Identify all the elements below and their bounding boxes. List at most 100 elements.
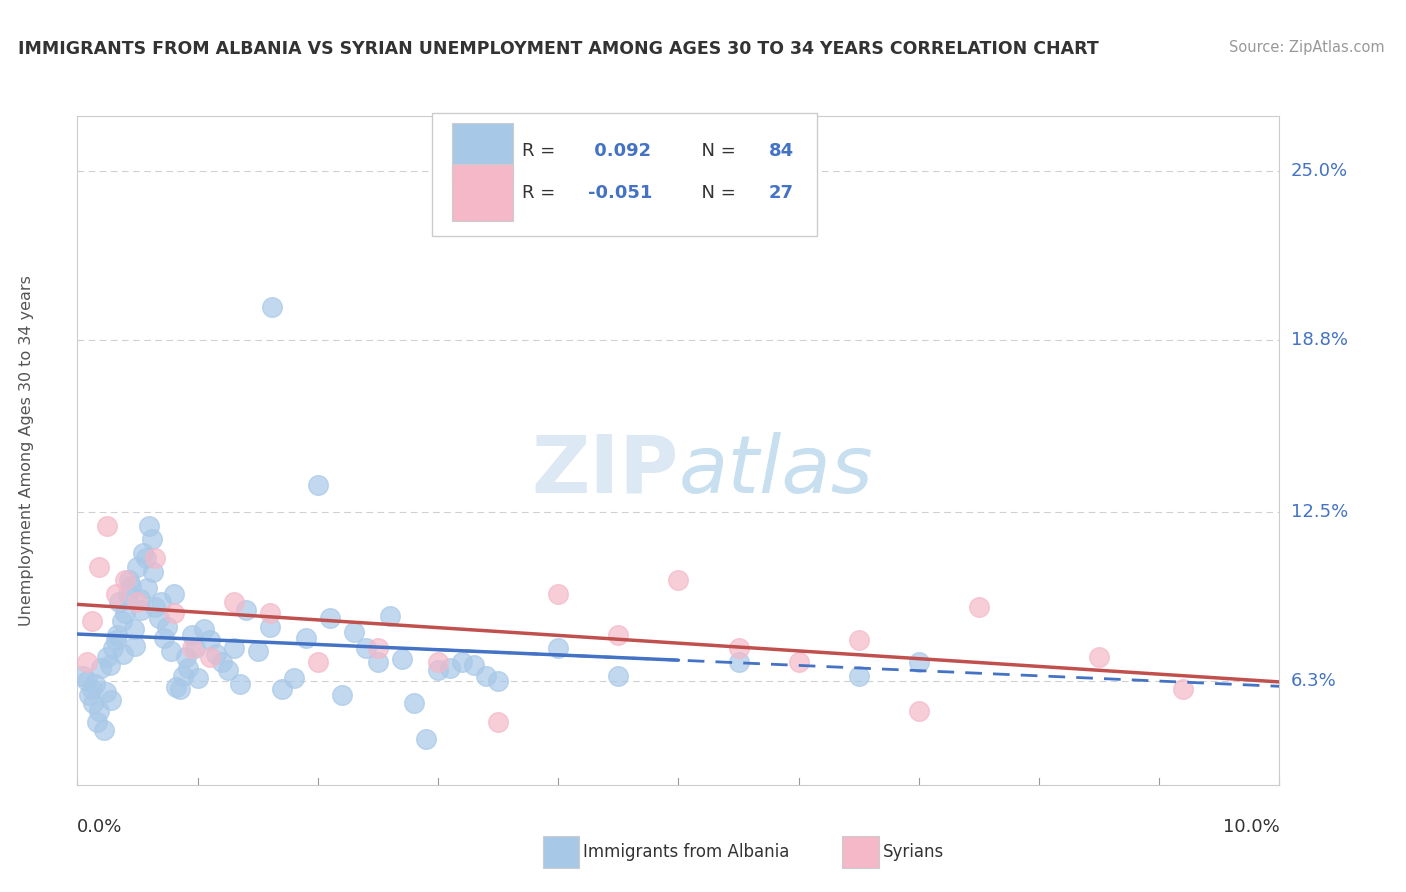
Text: 0.092: 0.092 bbox=[588, 142, 651, 160]
Point bbox=[1088, 649, 1111, 664]
Point bbox=[787, 655, 810, 669]
Point bbox=[486, 674, 509, 689]
Point bbox=[135, 551, 157, 566]
Point bbox=[76, 655, 98, 669]
Point bbox=[486, 715, 509, 730]
Point bbox=[270, 682, 292, 697]
Point bbox=[111, 614, 134, 628]
Point bbox=[391, 652, 413, 666]
Point bbox=[174, 649, 197, 664]
Point bbox=[148, 611, 170, 625]
Point bbox=[103, 641, 125, 656]
Text: -0.051: -0.051 bbox=[588, 184, 652, 202]
Point bbox=[367, 655, 389, 669]
Point bbox=[222, 595, 245, 609]
Point bbox=[96, 685, 118, 699]
FancyBboxPatch shape bbox=[453, 123, 513, 179]
Point bbox=[165, 680, 187, 694]
Point bbox=[475, 669, 498, 683]
Point bbox=[727, 641, 749, 656]
Point bbox=[547, 587, 569, 601]
Point bbox=[84, 677, 107, 691]
Point bbox=[141, 532, 163, 546]
Text: 6.3%: 6.3% bbox=[1291, 673, 1336, 690]
Point bbox=[184, 641, 207, 656]
Text: R =: R = bbox=[522, 142, 561, 160]
Point bbox=[145, 551, 167, 566]
Text: ZIP: ZIP bbox=[531, 432, 679, 509]
Point bbox=[129, 603, 152, 617]
Point bbox=[204, 647, 226, 661]
Point bbox=[848, 669, 870, 683]
Point bbox=[177, 660, 200, 674]
Point bbox=[162, 606, 184, 620]
Point bbox=[105, 628, 128, 642]
Text: N =: N = bbox=[690, 142, 742, 160]
Point bbox=[259, 619, 281, 633]
Text: Syrians: Syrians bbox=[883, 843, 945, 861]
Point bbox=[80, 682, 103, 697]
Point bbox=[343, 625, 366, 640]
Point bbox=[378, 608, 401, 623]
Text: 0.0%: 0.0% bbox=[77, 818, 122, 836]
Point bbox=[72, 669, 94, 683]
Point bbox=[98, 657, 121, 672]
Point bbox=[145, 600, 167, 615]
Point bbox=[169, 682, 191, 697]
Point bbox=[128, 592, 150, 607]
Point bbox=[402, 696, 425, 710]
Point bbox=[186, 672, 209, 686]
Point bbox=[82, 696, 104, 710]
Text: atlas: atlas bbox=[679, 432, 873, 509]
Point bbox=[118, 573, 141, 587]
Point bbox=[136, 582, 159, 596]
Point bbox=[172, 669, 194, 683]
Point bbox=[93, 723, 115, 738]
Point bbox=[427, 663, 450, 677]
Point bbox=[120, 579, 142, 593]
Point bbox=[153, 631, 176, 645]
Point bbox=[100, 693, 122, 707]
Point bbox=[96, 649, 118, 664]
Text: 25.0%: 25.0% bbox=[1291, 161, 1348, 179]
Point bbox=[156, 619, 179, 633]
Point bbox=[142, 565, 165, 579]
Point bbox=[354, 641, 377, 656]
Point bbox=[1173, 682, 1195, 697]
Point bbox=[908, 655, 931, 669]
Point bbox=[307, 477, 329, 491]
Point bbox=[222, 641, 245, 656]
Point bbox=[451, 655, 474, 669]
Point bbox=[427, 655, 450, 669]
Point bbox=[180, 628, 202, 642]
Point bbox=[319, 611, 342, 625]
Point bbox=[727, 655, 749, 669]
Text: R =: R = bbox=[522, 184, 561, 202]
Point bbox=[114, 606, 136, 620]
Point bbox=[162, 587, 184, 601]
Point bbox=[86, 715, 108, 730]
Point bbox=[198, 633, 221, 648]
Point bbox=[668, 573, 690, 587]
Point bbox=[439, 660, 461, 674]
Point bbox=[848, 633, 870, 648]
Point bbox=[283, 672, 305, 686]
Point bbox=[108, 595, 131, 609]
Point bbox=[160, 644, 183, 658]
Text: IMMIGRANTS FROM ALBANIA VS SYRIAN UNEMPLOYMENT AMONG AGES 30 TO 34 YEARS CORRELA: IMMIGRANTS FROM ALBANIA VS SYRIAN UNEMPL… bbox=[18, 40, 1099, 58]
Point bbox=[180, 641, 202, 656]
Text: Source: ZipAtlas.com: Source: ZipAtlas.com bbox=[1229, 40, 1385, 55]
Point bbox=[114, 573, 136, 587]
Point bbox=[76, 674, 98, 689]
Text: 18.8%: 18.8% bbox=[1291, 331, 1347, 349]
Point bbox=[217, 663, 239, 677]
Point bbox=[193, 623, 215, 637]
Text: N =: N = bbox=[690, 184, 742, 202]
Point bbox=[228, 677, 250, 691]
Point bbox=[111, 647, 134, 661]
Point bbox=[122, 623, 145, 637]
Point bbox=[246, 644, 269, 658]
Point bbox=[132, 546, 155, 560]
Point bbox=[235, 603, 257, 617]
Text: 84: 84 bbox=[769, 142, 793, 160]
